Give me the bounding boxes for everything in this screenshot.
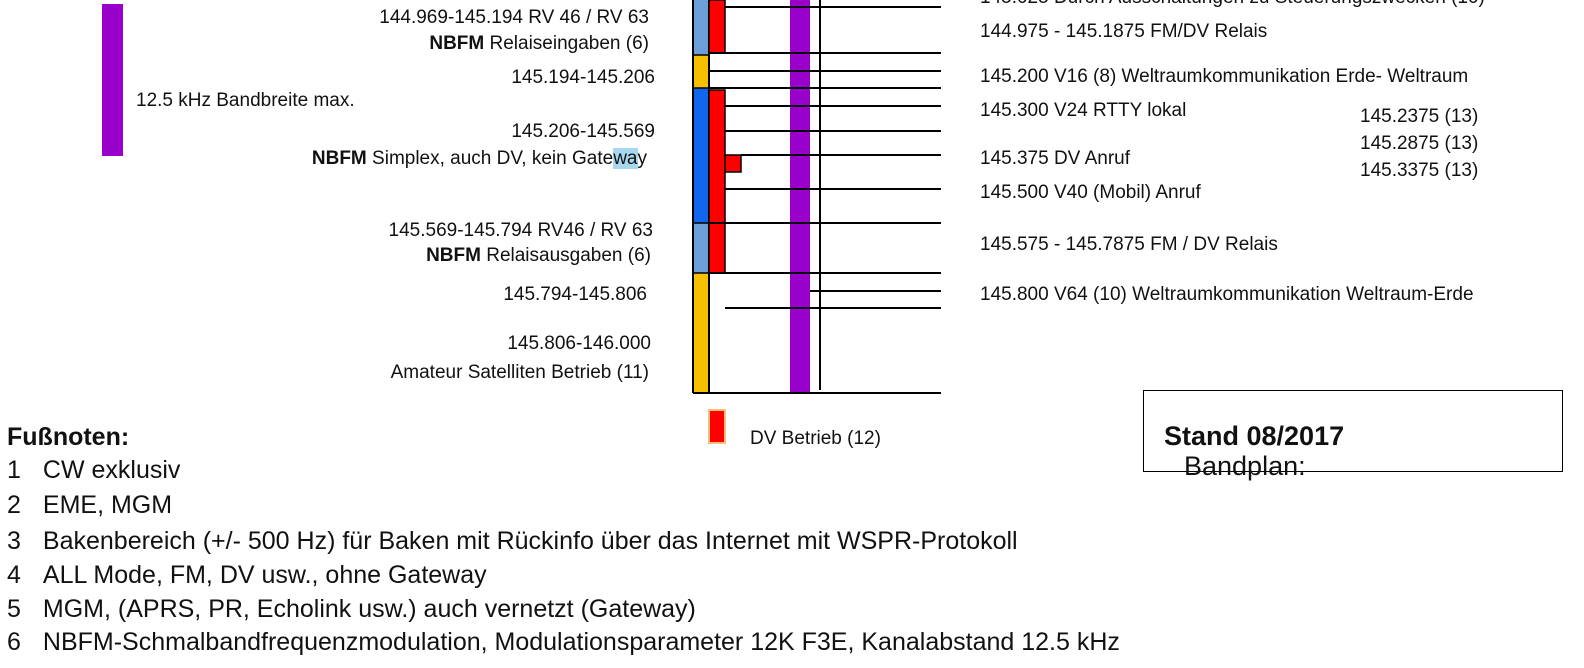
footnote-6: 6 NBFM-Schmalbandfrequenzmodulation, Modu…	[7, 628, 1120, 657]
label-channel-2: 145.2875 (13)	[1360, 133, 1479, 154]
dv-bar-lower	[708, 89, 726, 274]
segment-repeater-output	[693, 223, 709, 273]
footnote-num: 2	[7, 491, 21, 519]
simplex-text-a: Simplex, auch DV, kein Gate	[366, 148, 614, 169]
dv-bar-upper	[708, 0, 726, 54]
segment-simplex	[693, 88, 709, 223]
label-simplex-mode: NBFM Simplex, auch DV, kein Gateway	[312, 148, 647, 170]
footnote-text: EME, MGM	[42, 491, 173, 519]
label-v40: 145.500 V40 (Mobil) Anruf	[980, 182, 1201, 203]
footnote-num: 4	[7, 561, 21, 589]
label-v16: 145.200 V16 (8) Weltraumkommunikation Er…	[980, 66, 1469, 87]
mode-nbfm: NBFM	[429, 33, 485, 54]
version-text: Bandplan: Stand 08/2017	[1164, 421, 1345, 481]
footnote-text: Bakenbereich (+/- 500 Hz) für Baken mit …	[42, 527, 1018, 555]
repeater-output-text: Relaisausgaben (6)	[480, 245, 651, 266]
label-bandwidth: 12.5 kHz Bandbreite max.	[136, 90, 355, 111]
purple-band-bar	[790, 0, 810, 393]
segment-satellite	[693, 273, 709, 393]
footnote-num: 1	[7, 456, 21, 484]
version-prefix: Bandplan:	[1184, 451, 1306, 481]
footnote-text: ALL Mode, FM, DV usw., ohne Gateway	[42, 561, 487, 589]
footnotes-title: Fußnoten:	[7, 423, 130, 451]
label-guard-1: 145.194-145.206	[511, 67, 655, 88]
right-label-cut-top: 145.025 Durch Ausschaltungen zu Steuerun…	[980, 0, 1485, 9]
mode-nbfm: NBFM	[311, 148, 367, 169]
label-channel-3: 145.3375 (13)	[1360, 160, 1479, 181]
footnote-num: 5	[7, 595, 21, 623]
label-fm-dv-repeaters-out: 145.575 - 145.7875 FM / DV Relais	[980, 234, 1278, 255]
label-repeater-output-range: 145.569-145.794 RV46 / RV 63	[388, 220, 653, 241]
footnote-1: 1 CW exklusiv	[7, 456, 180, 485]
label-fm-dv-repeaters: 144.975 - 145.1875 FM/DV Relais	[980, 21, 1268, 42]
repeater-input-text: Relaiseingaben (6)	[484, 33, 650, 54]
label-channel-1: 145.2375 (13)	[1360, 106, 1479, 127]
label-satellite-text: Amateur Satelliten Betrieb (11)	[390, 362, 649, 383]
label-repeater-input-mode: NBFM Relaiseingaben (6)	[429, 33, 649, 55]
footnote-5: 5 MGM, (APRS, PR, Echolink usw.) auch ver…	[7, 595, 696, 624]
version-box: Bandplan: Stand 08/2017	[1143, 390, 1563, 481]
simplex-text-highlight: wa	[613, 148, 638, 169]
footnote-num: 6	[7, 628, 21, 656]
footnote-2: 2 EME, MGM	[7, 491, 172, 520]
label-v64: 145.800 V64 (10) Weltraumkommunikation W…	[980, 284, 1474, 305]
label-dv-call: 145.375 DV Anruf	[980, 148, 1130, 169]
footnote-text: CW exklusiv	[42, 456, 181, 484]
mode-nbfm: NBFM	[426, 245, 481, 266]
footnote-text: MGM, (APRS, PR, Echolink usw.) auch vern…	[42, 595, 696, 623]
label-guard-2: 145.794-145.806	[503, 284, 647, 305]
label-repeater-input-range: 144.969-145.194 RV 46 / RV 63	[379, 7, 649, 28]
footnote-num: 3	[7, 527, 21, 555]
dv-legend-swatch	[708, 409, 726, 444]
bandwidth-bar	[102, 4, 123, 156]
simplex-text-c: y	[637, 148, 648, 169]
label-satellite-range: 145.806-146.000	[507, 333, 651, 354]
dv-call-marker	[724, 154, 742, 173]
legend-dv-label: DV Betrieb (12)	[750, 428, 881, 449]
label-simplex-range: 145.206-145.569	[511, 121, 655, 142]
label-v24: 145.300 V24 RTTY lokal	[980, 100, 1187, 121]
footnote-text: NBFM-Schmalbandfrequenzmodulation, Modul…	[42, 628, 1120, 656]
segment-repeater-input	[693, 0, 709, 55]
version-value: Stand 08/2017	[1164, 421, 1345, 451]
footnote-4: 4 ALL Mode, FM, DV usw., ohne Gateway	[7, 561, 487, 590]
label-repeater-output-mode: NBFM Relaisausgaben (6)	[426, 245, 651, 267]
segment-guard-1	[693, 55, 709, 88]
footnote-3: 3 Bakenbereich (+/- 500 Hz) für Baken mit…	[7, 527, 1018, 556]
